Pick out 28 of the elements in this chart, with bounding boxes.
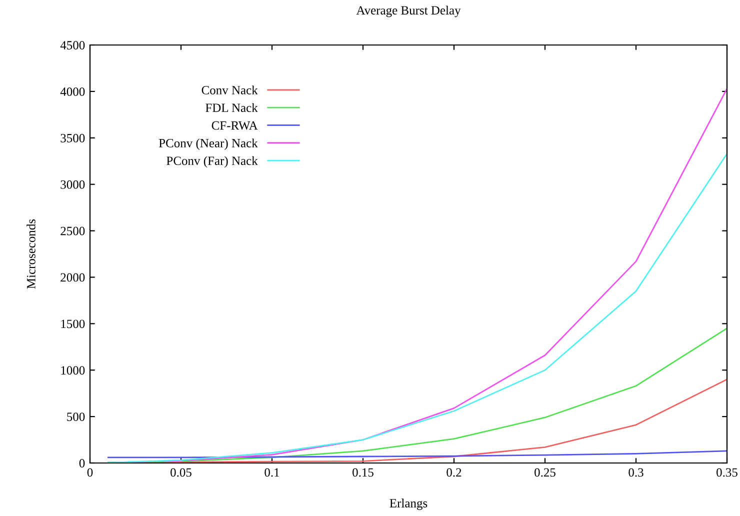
x-tick-label: 0.1	[264, 468, 280, 477]
x-tick-label: 0.35	[716, 468, 738, 477]
legend-label: Conv Nack	[202, 86, 258, 94]
y-tick-label: 3500	[60, 134, 85, 142]
x-tick-label: 0.2	[446, 468, 462, 477]
chart-title: Average Burst Delay	[356, 6, 461, 18]
x-tick-label: 0.3	[628, 468, 644, 477]
y-tick-label: 4500	[60, 41, 85, 50]
y-tick-label: 2500	[60, 226, 85, 236]
y-tick-label: 4000	[60, 87, 85, 96]
y-tick-label: 500	[67, 412, 85, 422]
legend-label: FDL Nack	[206, 103, 258, 112]
y-tick-label: 3000	[60, 180, 85, 189]
line-series	[108, 152, 727, 463]
y-tick-label: 1000	[61, 366, 85, 375]
x-tick-label: 0.15	[352, 468, 374, 477]
x-axis-title: Erlangs	[390, 498, 428, 510]
legend-label: PConv (Far) Nack	[166, 156, 258, 168]
y-tick-label: 1500	[61, 320, 85, 328]
y-axis-title: Microseconds	[26, 219, 36, 289]
legend-label: CF-RWA	[212, 121, 258, 130]
x-tick-label: 0	[87, 468, 93, 477]
legend-label: PConv (Near) Nack	[158, 138, 258, 150]
y-tick-label: 0	[79, 459, 85, 468]
line-series	[108, 450, 727, 458]
x-tick-label: 0.25	[534, 468, 556, 477]
x-tick-label: 0.05	[170, 468, 192, 477]
y-tick-label: 2000	[60, 273, 85, 282]
